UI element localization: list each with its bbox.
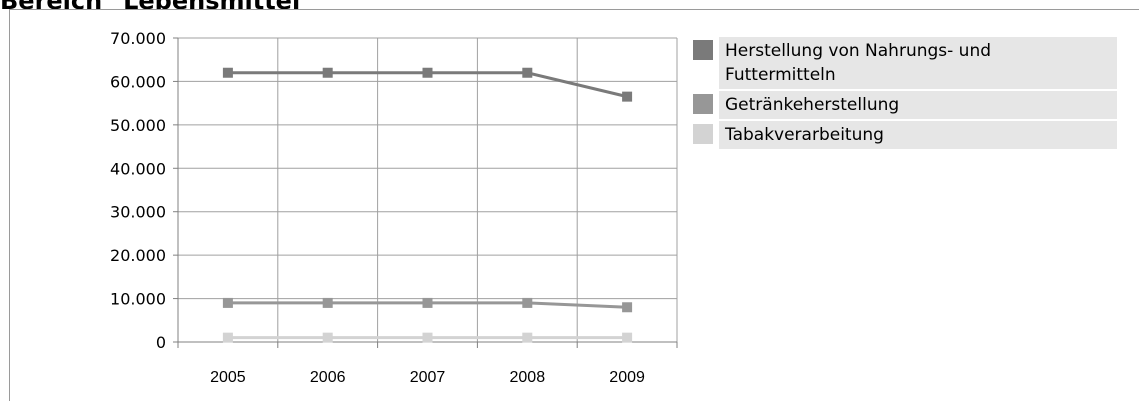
data-point: [222, 297, 233, 308]
data-point: [422, 297, 433, 308]
y-tick-label: 20.000: [110, 246, 166, 265]
x-tick-label: 2005: [210, 369, 246, 386]
chart-legend: Herstellung von Nahrungs- und Futtermitte…: [690, 37, 1117, 151]
data-point: [622, 91, 633, 102]
x-tick-label: 2007: [410, 369, 446, 386]
data-point: [522, 332, 533, 343]
legend-label-line: Herstellung von Nahrungs- und: [725, 41, 992, 61]
legend-label-line: Tabakverarbeitung: [725, 125, 884, 145]
legend-label-line: Getränkeherstellung: [725, 95, 900, 115]
y-tick-label: 0: [156, 333, 166, 352]
legend-label-line: Futtermitteln: [725, 65, 836, 85]
data-point: [422, 67, 433, 78]
line-chart: 0 10.000 20.000 30.000 40.000 50.000 60.000 70.…: [110, 29, 678, 386]
legend-swatch: [693, 124, 713, 144]
x-tick-label: 2006: [310, 369, 346, 386]
legend-label: Tabakverarbeitung: [719, 121, 1117, 149]
x-tick-label: 2008: [510, 369, 546, 386]
data-point: [322, 332, 333, 343]
data-point: [622, 332, 633, 343]
legend-label: Herstellung von Nahrungs- und Futtermitte…: [719, 37, 1117, 89]
y-tick-label: 10.000: [110, 290, 166, 309]
y-tick-label: 30.000: [110, 203, 166, 222]
legend-swatch: [693, 40, 713, 60]
data-point: [522, 297, 533, 308]
y-tick-label: 60.000: [110, 72, 166, 91]
y-tick-label: 50.000: [110, 116, 166, 135]
data-point: [622, 302, 633, 313]
legend-item: Tabakverarbeitung: [690, 121, 1117, 149]
data-point: [222, 67, 233, 78]
data-point: [222, 332, 233, 343]
legend-swatch: [693, 94, 713, 114]
data-point: [422, 332, 433, 343]
page-title: Bereich "Lebensmittel": [0, 0, 313, 15]
chart-frame: [9, 9, 1139, 401]
x-tick-label: 2009: [609, 369, 645, 386]
data-point: [322, 297, 333, 308]
y-tick-label: 40.000: [110, 159, 166, 178]
legend-item: Getränkeherstellung: [690, 91, 1117, 119]
legend-label: Getränkeherstellung: [719, 91, 1117, 119]
plot-area: [178, 38, 677, 342]
data-point: [522, 67, 533, 78]
data-point: [322, 67, 333, 78]
y-tick-label: 70.000: [110, 29, 166, 48]
legend-item: Herstellung von Nahrungs- und Futtermitte…: [690, 37, 1117, 89]
